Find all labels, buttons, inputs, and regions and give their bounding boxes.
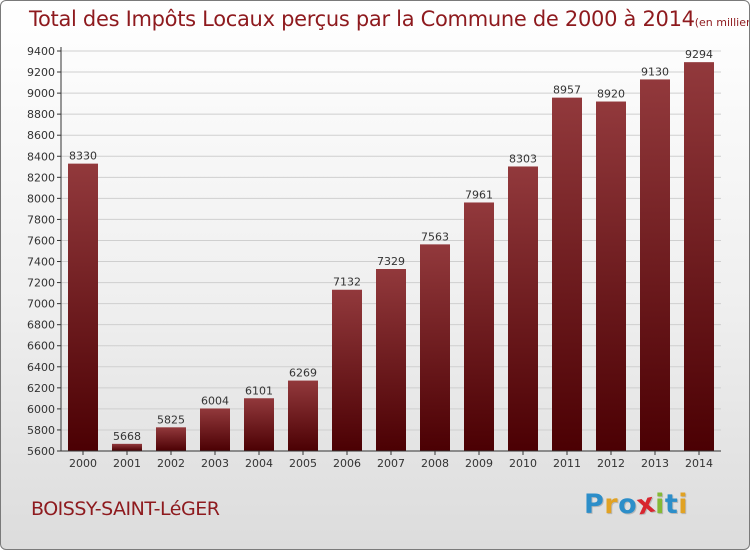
bar-2009 — [464, 202, 494, 451]
x-tick-label-2003: 2003 — [201, 457, 229, 470]
bar-2001 — [112, 443, 142, 451]
x-tick-label-2011: 2011 — [553, 457, 581, 470]
logo-letter: i — [655, 489, 665, 520]
logo-letter: t — [664, 489, 679, 520]
y-tick-label: 7600 — [27, 234, 55, 247]
y-tick-label: 9400 — [27, 45, 55, 58]
logo-letter: i — [678, 489, 689, 520]
bar-2007 — [376, 269, 406, 451]
y-tick-label: 6200 — [27, 382, 55, 395]
data-label-2004: 6101 — [245, 384, 273, 397]
x-tick-label-2004: 2004 — [245, 457, 273, 470]
y-tick-label: 7000 — [27, 298, 55, 311]
data-label-2006: 7132 — [333, 276, 361, 289]
bar-2002 — [156, 427, 186, 451]
data-label-2001: 5668 — [113, 430, 141, 443]
data-label-2013: 9130 — [641, 65, 669, 78]
bar-2014 — [684, 62, 714, 451]
bar-2010 — [508, 166, 538, 451]
y-tick-label: 8600 — [27, 129, 55, 142]
bar-2005 — [288, 380, 318, 451]
bar-2003 — [200, 408, 230, 451]
data-label-2007: 7329 — [377, 255, 405, 268]
logo-letter: o — [618, 489, 638, 520]
y-tick-label: 7400 — [27, 256, 55, 269]
chart-unit-label: (en milliers d'€) — [694, 16, 749, 29]
x-tick-label-2009: 2009 — [465, 457, 493, 470]
x-tick-label-2013: 2013 — [641, 457, 669, 470]
bar-series — [68, 62, 714, 452]
y-tick-label: 5800 — [27, 424, 55, 437]
data-label-2002: 5825 — [157, 413, 185, 426]
y-tick-label: 6800 — [27, 319, 55, 332]
data-label-2012: 8920 — [597, 88, 625, 101]
bar-2000 — [68, 163, 98, 451]
data-label-2005: 6269 — [289, 367, 317, 380]
chart-title-text: Total des Impôts Locaux perçus par la Co… — [29, 7, 695, 31]
data-label-2009: 7961 — [465, 188, 493, 201]
y-tick-label: 6000 — [27, 403, 55, 416]
y-tick-label: 8800 — [27, 108, 55, 121]
y-tick-label: 8400 — [27, 150, 55, 163]
data-labels: 8330 5668 5825 6004 6101 6269 7132 7329 7563 7961… — [69, 48, 713, 443]
x-tick-label-2002: 2002 — [157, 457, 185, 470]
y-tick-label: 9000 — [27, 87, 55, 100]
data-label-2000: 8330 — [69, 150, 97, 163]
y-tick-label: 8200 — [27, 171, 55, 184]
bar-2013 — [640, 79, 670, 451]
data-label-2010: 8303 — [509, 152, 537, 165]
logo-letter: P — [584, 489, 605, 520]
y-tick-label: 7800 — [27, 213, 55, 226]
y-tick-label: 8000 — [27, 192, 55, 205]
chart-title: Total des Impôts Locaux perçus par la Co… — [29, 7, 749, 31]
x-tick-label-2012: 2012 — [597, 457, 625, 470]
logo-letter: r — [604, 489, 619, 520]
x-tick-label-2001: 2001 — [113, 457, 141, 470]
x-tick-label-2014: 2014 — [685, 457, 713, 470]
x-tick-label-2008: 2008 — [421, 457, 449, 470]
y-tick-label: 9200 — [27, 66, 55, 79]
y-tick-label: 5600 — [27, 445, 55, 458]
x-tick-label-2000: 2000 — [69, 457, 97, 470]
data-label-2014: 9294 — [685, 48, 713, 61]
bar-2008 — [420, 244, 450, 451]
bar-2006 — [332, 289, 362, 451]
x-tick-label-2005: 2005 — [289, 457, 317, 470]
x-tick-label-2006: 2006 — [333, 457, 361, 470]
y-tick-label: 6400 — [27, 361, 55, 374]
bar-2011 — [552, 97, 582, 451]
data-label-2011: 8957 — [553, 84, 581, 97]
axes — [60, 47, 721, 452]
data-label-2003: 6004 — [201, 394, 229, 407]
y-axis-ticks: 5600 5800 6000 6200 6400 6600 6800 7000 7200 7400… — [27, 45, 61, 458]
y-tick-label: 6600 — [27, 340, 55, 353]
proxiti-logo[interactable]: Proxiti — [584, 487, 689, 521]
y-tick-label: 7200 — [27, 277, 55, 290]
bar-2012 — [596, 101, 626, 452]
bar-2004 — [244, 398, 274, 451]
data-label-2008: 7563 — [421, 230, 449, 243]
commune-name: BOISSY-SAINT-LéGER — [31, 498, 220, 520]
x-tick-label-2007: 2007 — [377, 457, 405, 470]
x-tick-label-2010: 2010 — [509, 457, 537, 470]
x-axis-ticks: 2000 2001 2002 2003 2004 2005 2006 2007 2008 2009… — [69, 451, 713, 470]
